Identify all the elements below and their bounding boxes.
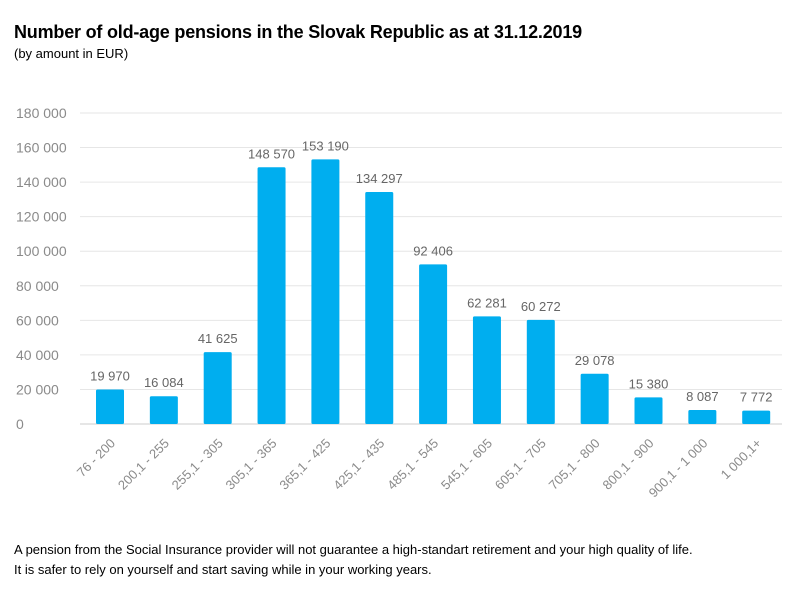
- bar: [472, 316, 501, 424]
- y-tick-label: 0: [16, 416, 24, 432]
- data-label: 134 297: [356, 171, 403, 186]
- x-tick-label: 485,1 - 545: [384, 436, 441, 493]
- chart-title: Number of old-age pensions in the Slovak…: [14, 22, 582, 42]
- data-label: 7 772: [740, 390, 773, 405]
- bars: [96, 159, 771, 424]
- x-tick-label: 605,1 - 705: [492, 436, 549, 493]
- bar: [149, 396, 178, 424]
- y-tick-label: 60 000: [16, 312, 59, 328]
- y-tick-label: 120 000: [16, 209, 67, 225]
- data-label: 60 272: [521, 299, 561, 314]
- footnote-line-2: It is safer to rely on yourself and star…: [14, 562, 432, 577]
- y-tick-label: 20 000: [16, 381, 59, 397]
- y-tick-label: 140 000: [16, 174, 67, 190]
- y-tick-label: 40 000: [16, 347, 59, 363]
- data-label: 19 970: [90, 368, 130, 383]
- y-tick-label: 100 000: [16, 243, 67, 259]
- data-label: 41 625: [198, 331, 238, 346]
- x-tick-label: 255,1 - 305: [169, 436, 226, 493]
- y-tick-label: 180 000: [16, 105, 67, 121]
- bar: [526, 319, 555, 424]
- bar: [742, 410, 771, 424]
- data-label: 29 078: [575, 353, 615, 368]
- x-tick-label: 425,1 - 435: [330, 436, 387, 493]
- y-axis-ticks: 0 20 000 40 000 60 000 80 000 100 000 120 000 1…: [16, 105, 67, 432]
- footnote: A pension from the Social Insurance prov…: [14, 540, 693, 580]
- chart-subtitle: (by amount in EUR): [14, 46, 129, 61]
- x-tick-label: 200,1 - 255: [115, 436, 172, 493]
- bar: [419, 264, 448, 424]
- x-tick-label: 365,1 - 425: [276, 436, 333, 493]
- data-label: 15 380: [629, 376, 669, 391]
- x-tick-label: 800,1 - 900: [600, 436, 657, 493]
- data-label: 8 087: [686, 389, 719, 404]
- bar: [203, 352, 232, 424]
- x-tick-label: 305,1 - 365: [223, 436, 280, 493]
- x-tick-label: 705,1 - 800: [546, 436, 603, 493]
- bar: [257, 167, 286, 424]
- x-tick-label: 76 - 200: [74, 436, 118, 480]
- bar: [688, 410, 717, 424]
- data-label: 16 084: [144, 375, 184, 390]
- x-tick-label: 545,1 - 605: [438, 436, 495, 493]
- y-tick-label: 160 000: [16, 140, 67, 156]
- bar: [634, 397, 663, 424]
- data-labels: 19 970 16 084 41 625 148 570 153 190 134 297 9…: [90, 138, 772, 404]
- data-label: 153 190: [302, 138, 349, 153]
- bar: [96, 389, 124, 424]
- bar-chart: 0 20 000 40 000 60 000 80 000 100 000 120 000 1…: [16, 105, 782, 501]
- data-label: 62 281: [467, 295, 507, 310]
- footnote-line-1: A pension from the Social Insurance prov…: [14, 542, 693, 557]
- bar: [311, 159, 340, 424]
- bar: [580, 373, 609, 424]
- data-label: 92 406: [413, 243, 453, 258]
- y-tick-label: 80 000: [16, 278, 59, 294]
- bar: [365, 191, 394, 424]
- gridlines: [80, 112, 782, 425]
- data-label: 148 570: [248, 146, 295, 161]
- x-tick-label: 1 000,1+: [718, 436, 765, 483]
